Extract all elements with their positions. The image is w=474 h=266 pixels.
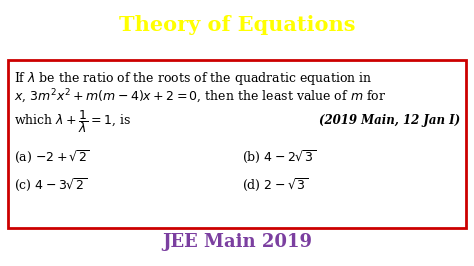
Text: (d) $2 - \sqrt{3}$: (d) $2 - \sqrt{3}$	[242, 176, 308, 193]
Text: Theory of Equations: Theory of Equations	[119, 15, 355, 35]
Text: $x$, $3m^2x^2 + m(m-4)x + 2 = 0$, then the least value of $m$ for: $x$, $3m^2x^2 + m(m-4)x + 2 = 0$, then t…	[14, 88, 386, 106]
Text: which $\lambda + \dfrac{1}{\lambda} = 1$, is: which $\lambda + \dfrac{1}{\lambda} = 1$…	[14, 108, 131, 135]
Text: JEE Main 2019: JEE Main 2019	[162, 233, 312, 251]
Text: (b) $4 - 2\sqrt{3}$: (b) $4 - 2\sqrt{3}$	[242, 148, 316, 165]
Text: (a) $-2 + \sqrt{2}$: (a) $-2 + \sqrt{2}$	[14, 148, 90, 165]
Text: (2019 Main, 12 Jan I): (2019 Main, 12 Jan I)	[319, 114, 460, 127]
Text: (c) $4 - 3\sqrt{2}$: (c) $4 - 3\sqrt{2}$	[14, 176, 87, 193]
FancyBboxPatch shape	[8, 60, 466, 228]
Text: If $\lambda$ be the ratio of the roots of the quadratic equation in: If $\lambda$ be the ratio of the roots o…	[14, 70, 372, 87]
